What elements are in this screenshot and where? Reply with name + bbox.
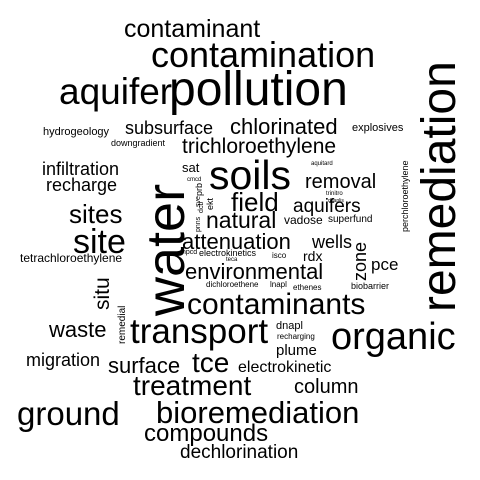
word-contamination: contamination [151, 34, 376, 75]
word-situ: situ [91, 277, 114, 310]
word-pce: pce [371, 255, 399, 274]
word-site: site [73, 223, 126, 261]
word-compounds: compounds [144, 420, 269, 447]
word-chlorinated: chlorinated [230, 114, 338, 139]
word-ekt: ekt [205, 197, 215, 210]
word-zone: zone [350, 241, 370, 281]
word-remediation: remediation [413, 61, 466, 312]
word-prb: prb [194, 182, 204, 196]
word-rdx: rdx [303, 248, 323, 264]
word-pnns: pnns [195, 216, 202, 232]
word-recharging: recharging [277, 332, 315, 341]
word-pollution: pollution [169, 63, 348, 116]
word-dnaplis: dnaplis [328, 198, 344, 204]
word-removal: removal [305, 171, 377, 193]
word-aquifers: aquifers [293, 196, 361, 217]
word-attenuation: attenuation [182, 229, 291, 254]
word-contaminant: contaminant [124, 15, 261, 43]
word-cmcd: cmcd [187, 177, 202, 183]
word-vadose: vadose [284, 213, 323, 227]
word-contaminants: contaminants [187, 288, 366, 321]
word-trichloroethylene: trichloroethylene [182, 135, 337, 158]
word-dichloroethene: dichloroethene [206, 280, 259, 289]
word-field: field [231, 187, 279, 217]
word-recharge: recharge [46, 175, 118, 195]
word-environmental: environmental [185, 259, 324, 284]
word-electrokinetic: electrokinetic [238, 359, 332, 376]
word-hydrogeology: hydrogeology [43, 126, 110, 138]
word-npcd: npcd [182, 249, 198, 256]
word-waste: waste [49, 317, 107, 342]
word-ethenes: ethenes [293, 283, 322, 292]
word-explosives: explosives [352, 122, 404, 134]
word-treatment: treatment [133, 370, 252, 401]
word-biobarrier: biobarrier [351, 281, 390, 291]
word-trinitro: trinitro [326, 191, 343, 197]
word-dnapl: dnapl [276, 320, 303, 332]
word-subsurface: subsurface [125, 118, 214, 138]
word-isco: isco [272, 251, 287, 260]
word-sat: sat [182, 160, 200, 175]
word-ground: ground [17, 395, 120, 432]
word-wells: wells [312, 232, 353, 252]
word-dcb: dcb [198, 201, 205, 213]
word-water: water [136, 183, 196, 316]
word-column: column [294, 376, 359, 398]
word-electrokinetics: electrokinetics [199, 248, 257, 258]
word-teca: teca [226, 257, 238, 263]
word-migration: migration [26, 350, 101, 370]
word-plume: plume [276, 342, 317, 359]
word-transport: transport [130, 312, 269, 351]
word-natural: natural [206, 207, 277, 233]
word-surface: surface [108, 353, 181, 378]
word-superfund: superfund [328, 214, 373, 225]
word-aquitard: aquitard [311, 161, 333, 167]
word-downgradient: downgradient [111, 138, 166, 148]
word-perchloroethylene: perchloroethylene [400, 160, 410, 232]
word-infiltration: infiltration [42, 159, 120, 179]
word-soils: soils [209, 152, 292, 198]
word-dechlorination: dechlorination [180, 442, 299, 463]
word-aquifer: aquifer [59, 71, 173, 112]
word-tetrachloroethylene: tetrachloroethylene [20, 251, 123, 265]
word-bioremediation: bioremediation [156, 395, 360, 430]
word-tce: tce [192, 347, 230, 378]
word-lnapl: lnapl [270, 280, 287, 289]
word-organic: organic [331, 316, 456, 358]
word-sites: sites [69, 199, 123, 229]
word-remedial: remedial [117, 305, 128, 344]
